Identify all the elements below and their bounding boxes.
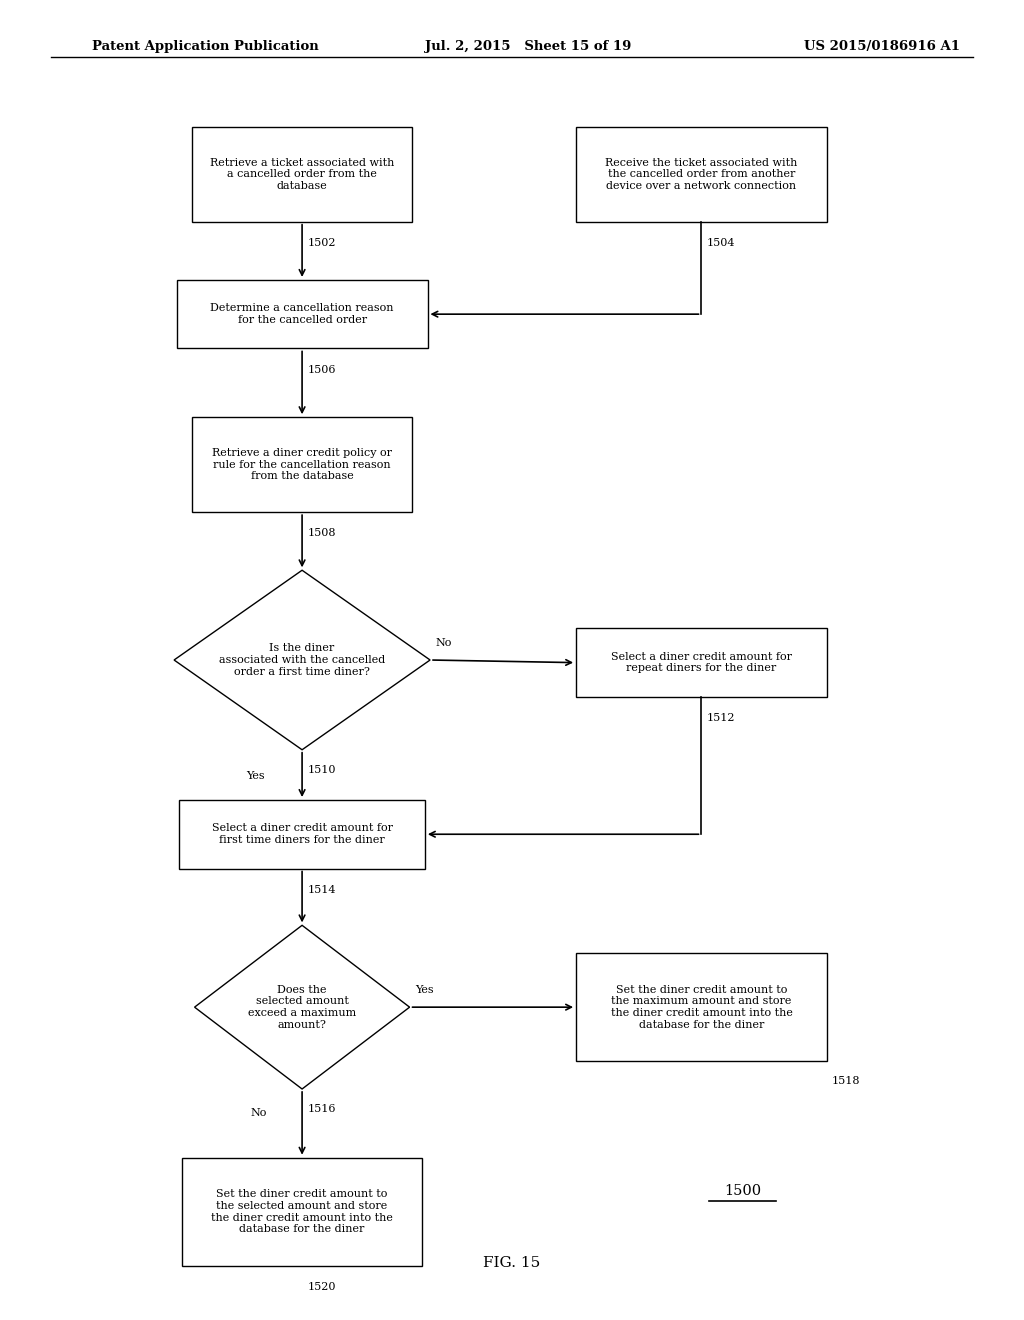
FancyBboxPatch shape [179, 800, 425, 869]
Text: Does the
selected amount
exceed a maximum
amount?: Does the selected amount exceed a maximu… [248, 985, 356, 1030]
FancyBboxPatch shape [575, 953, 827, 1061]
Text: Determine a cancellation reason
for the cancelled order: Determine a cancellation reason for the … [210, 304, 394, 325]
Text: Retrieve a diner credit policy or
rule for the cancellation reason
from the data: Retrieve a diner credit policy or rule f… [212, 447, 392, 482]
Text: Receive the ticket associated with
the cancelled order from another
device over : Receive the ticket associated with the c… [605, 157, 798, 191]
Polygon shape [174, 570, 430, 750]
Text: Jul. 2, 2015   Sheet 15 of 19: Jul. 2, 2015 Sheet 15 of 19 [425, 40, 632, 53]
FancyBboxPatch shape [193, 417, 412, 512]
Text: 1510: 1510 [307, 764, 336, 775]
Text: Yes: Yes [415, 985, 433, 995]
Text: 1508: 1508 [307, 528, 336, 539]
Text: 1518: 1518 [833, 1076, 860, 1086]
Text: No: No [435, 638, 452, 648]
Text: No: No [251, 1107, 267, 1118]
FancyBboxPatch shape [176, 280, 428, 348]
Text: 1514: 1514 [307, 884, 336, 895]
FancyBboxPatch shape [575, 628, 827, 697]
Text: 1516: 1516 [307, 1104, 336, 1114]
Text: 1504: 1504 [707, 238, 735, 248]
FancyBboxPatch shape [193, 127, 412, 222]
Text: Set the diner credit amount to
the selected amount and store
the diner credit am: Set the diner credit amount to the selec… [211, 1189, 393, 1234]
FancyBboxPatch shape [575, 127, 827, 222]
Text: Is the diner
associated with the cancelled
order a first time diner?: Is the diner associated with the cancell… [219, 643, 385, 677]
Polygon shape [195, 925, 410, 1089]
Text: Yes: Yes [246, 771, 264, 781]
Text: Patent Application Publication: Patent Application Publication [92, 40, 318, 53]
Text: 1520: 1520 [307, 1282, 336, 1292]
Text: 1502: 1502 [307, 238, 336, 248]
Text: 1512: 1512 [707, 713, 735, 723]
Text: 1506: 1506 [307, 364, 336, 375]
Text: 1500: 1500 [724, 1184, 761, 1197]
Text: Select a diner credit amount for
repeat diners for the diner: Select a diner credit amount for repeat … [611, 652, 792, 673]
Text: FIG. 15: FIG. 15 [483, 1257, 541, 1270]
Text: Set the diner credit amount to
the maximum amount and store
the diner credit amo: Set the diner credit amount to the maxim… [610, 985, 793, 1030]
Text: Select a diner credit amount for
first time diners for the diner: Select a diner credit amount for first t… [212, 824, 392, 845]
Text: Retrieve a ticket associated with
a cancelled order from the
database: Retrieve a ticket associated with a canc… [210, 157, 394, 191]
Text: US 2015/0186916 A1: US 2015/0186916 A1 [804, 40, 959, 53]
FancyBboxPatch shape [182, 1158, 422, 1266]
